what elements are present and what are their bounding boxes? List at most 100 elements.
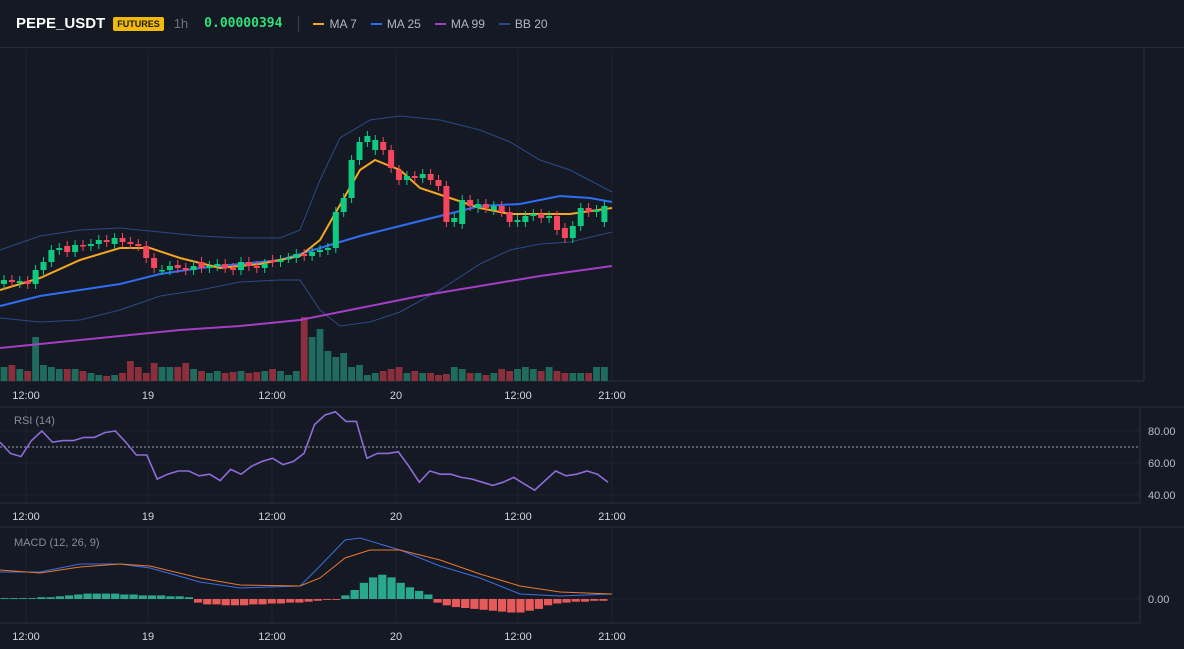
volume-bar [403, 373, 411, 381]
legend-ma25[interactable]: MA 25 [370, 17, 421, 31]
candle-body [538, 214, 545, 218]
candle-body [364, 136, 371, 142]
macd-hist-bar [295, 599, 304, 603]
ma25-swatch [370, 22, 382, 25]
volume-bar [490, 373, 498, 381]
legend-ma7[interactable]: MA 7 [313, 16, 357, 31]
volume-bar [522, 367, 529, 381]
macd-hist-bar [525, 599, 534, 611]
candle-body [506, 212, 513, 222]
candle-body [238, 262, 244, 270]
candle-body [475, 204, 481, 208]
x-axis-label: 12:00 [12, 631, 40, 643]
candle-body [514, 220, 521, 222]
macd-hist-bar [387, 577, 396, 599]
volume-bar [237, 371, 245, 381]
volume-bar [443, 374, 450, 381]
volume-bar [111, 375, 118, 381]
macd-hist-bar [221, 599, 230, 606]
volume-bar [253, 372, 261, 381]
candle-body [277, 260, 284, 262]
candle-body [498, 206, 505, 212]
macd-hist-bar [129, 594, 138, 599]
macd-hist-bar [64, 595, 74, 599]
rsi-title: RSI (14) [14, 415, 55, 427]
candle-body [16, 281, 23, 283]
volume-bar [324, 351, 332, 381]
legend-label-bb20: BB 20 [514, 16, 548, 31]
volume-bar [569, 373, 577, 381]
macd-hist-bar [230, 599, 240, 606]
volume-bar [601, 367, 608, 381]
candle-body [332, 212, 339, 248]
volume-bar [48, 367, 55, 381]
volume-bar [577, 373, 585, 381]
volume-bar [198, 371, 205, 381]
macd-hist-bar [580, 599, 590, 602]
candle-body [419, 174, 426, 178]
volume-bar [450, 367, 458, 381]
macd-hist-bar [479, 599, 488, 610]
macd-hist-bar [46, 597, 55, 599]
macd-hist-bar [193, 599, 203, 603]
x-axis-label: 21:00 [598, 390, 626, 402]
volume-bar [498, 369, 506, 381]
macd-hist-bar [138, 595, 147, 599]
legend-bb20[interactable]: BB 20 [498, 16, 548, 31]
last-price: 0.00000394 [204, 16, 283, 31]
candle-body [182, 268, 189, 270]
candle-body [230, 268, 237, 270]
candle-body [482, 204, 489, 208]
candle-body [127, 242, 134, 244]
volume-bar [63, 369, 71, 381]
candle-body [261, 264, 268, 268]
candle-body [388, 150, 395, 168]
candle-body [585, 208, 592, 212]
x-axis-label: 12:00 [12, 511, 40, 523]
volume-bar [40, 365, 47, 381]
legend-label-ma7: MA 7 [329, 16, 357, 31]
volume-bar [213, 371, 221, 381]
x-axis-label: 12:00 [504, 511, 532, 523]
interval-selector[interactable]: 1h [173, 16, 189, 31]
volume-bar [0, 367, 8, 381]
macd-hist-bar [405, 587, 415, 599]
volume-bar [8, 365, 16, 381]
candle-body [380, 142, 387, 150]
candle-body [593, 210, 600, 212]
candle-body [80, 245, 86, 247]
candle-body [190, 266, 197, 270]
symbol-name[interactable]: PEPE_USDT [16, 15, 106, 32]
legend-ma99[interactable]: MA 99 [434, 17, 485, 31]
macd-hist-bar [28, 598, 37, 599]
macd-hist-bar [562, 599, 571, 603]
candle-body [253, 266, 260, 268]
volume-bar [427, 373, 434, 381]
candle-body [293, 254, 300, 258]
volume-bar [379, 371, 387, 381]
bb-upper [0, 115, 613, 251]
volume-bar [545, 367, 553, 381]
candlesticks[interactable] [1, 131, 608, 289]
macd-title: MACD (12, 26, 9) [14, 537, 100, 549]
volume-bar [292, 371, 300, 381]
volume-bar [506, 371, 513, 381]
grid-lines [0, 49, 1140, 623]
candle-body [245, 262, 252, 266]
volume-bar [174, 367, 182, 381]
macd-hist-bar [267, 599, 276, 604]
macd-hist-bar [497, 599, 507, 612]
macd-hist-bar [55, 596, 64, 599]
volume-bar [387, 369, 395, 381]
x-axis-rsi: 12:00 19 12:00 20 12:00 21:00 [12, 511, 626, 523]
volume-bar [127, 361, 134, 381]
macd-hist-bar [553, 599, 562, 604]
candle-body [72, 245, 79, 252]
macd-hist-bar [571, 599, 580, 602]
macd-hist-bar [0, 598, 9, 599]
macd-tick-zero: 0.00 [1148, 594, 1169, 606]
bb-lower [0, 231, 613, 327]
ma99-line [0, 265, 613, 349]
macd-hist-bar [507, 599, 516, 613]
